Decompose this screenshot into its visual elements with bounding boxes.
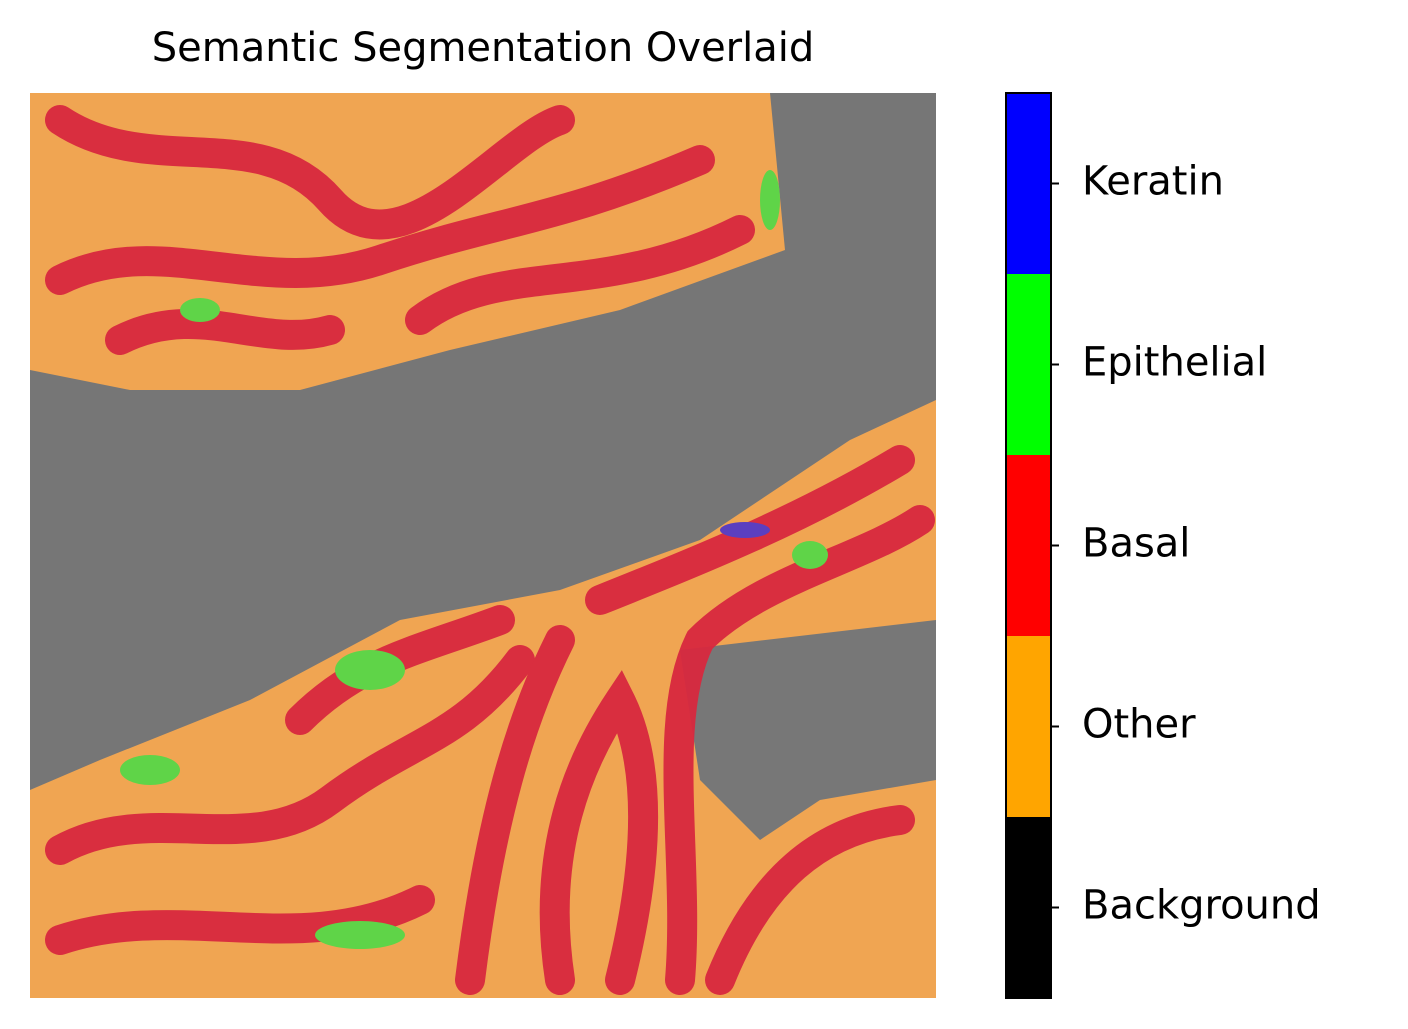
- colorbar-segment: [1006, 817, 1051, 998]
- colorbar-segment: [1006, 274, 1051, 455]
- colorbar-segment: [1006, 636, 1051, 817]
- chart-title: Semantic Segmentation Overlaid: [152, 25, 815, 71]
- colorbar-segment: [1006, 93, 1051, 274]
- colorbar: Background Other Basal Epithelial Keratin: [1006, 93, 1321, 998]
- colorbar-label: Keratin: [1082, 159, 1224, 205]
- colorbar-label: Basal: [1082, 521, 1190, 567]
- colorbar-label: Epithelial: [1082, 340, 1267, 386]
- overlay-image: [30, 93, 936, 998]
- colorbar-label: Background: [1082, 883, 1321, 929]
- colorbar-label: Other: [1082, 702, 1196, 748]
- colorbar-segment: [1006, 455, 1051, 636]
- colorbar-frame: [1005, 92, 1052, 999]
